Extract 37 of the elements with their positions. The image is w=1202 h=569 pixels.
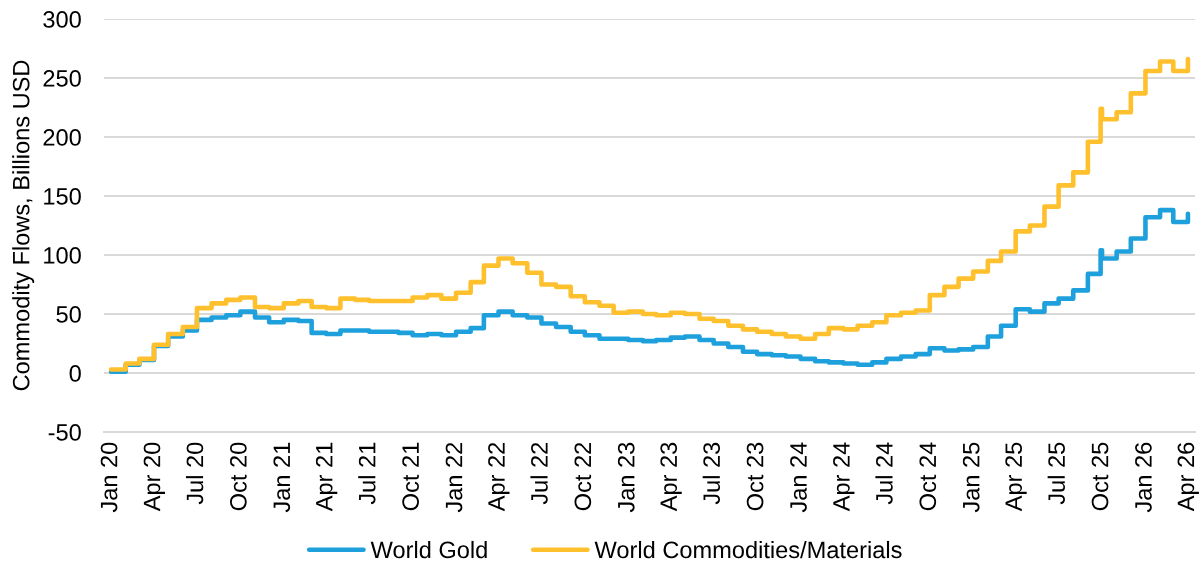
- y-axis-title: Commodity Flows, Billions USD: [12, 60, 35, 391]
- legend-label: World Commodities/Materials: [594, 540, 902, 559]
- y-tick-label: 100: [44, 247, 81, 264]
- y-tick-label: -50: [48, 424, 81, 441]
- x-tick-label: Jan 26: [1135, 442, 1152, 513]
- x-tick-label: Apr 26: [1177, 442, 1199, 512]
- x-tick-label: Apr 21: [315, 442, 338, 512]
- x-tick-label: Oct 23: [746, 442, 764, 511]
- x-tick-label: Jul 25: [1047, 442, 1065, 505]
- x-tick-label: Jan 24: [790, 442, 807, 513]
- y-tick-label: 300: [43, 11, 81, 28]
- legend-label: World Gold: [370, 540, 487, 559]
- x-tick-label: Jul 22: [530, 442, 548, 505]
- x-tick-label: Apr 23: [660, 442, 682, 512]
- x-tick-label: Apr 20: [143, 442, 166, 512]
- x-tick-label: Oct 22: [574, 442, 592, 511]
- x-tick-label: Jan 21: [273, 442, 291, 513]
- x-tick-label: Apr 24: [833, 442, 855, 512]
- x-tick-label: Apr 22: [488, 442, 510, 512]
- x-tick-label: Jul 23: [702, 442, 721, 505]
- y-tick-label: 150: [44, 188, 81, 205]
- y-tick-label: 50: [56, 306, 81, 323]
- y-tick-label: 250: [43, 70, 81, 87]
- y-tick-label: 0: [69, 365, 81, 382]
- x-tick-label: Jul 21: [358, 442, 376, 505]
- x-tick-label: Apr 25: [1005, 442, 1027, 512]
- x-tick-label: Oct 21: [402, 442, 419, 511]
- x-tick-label: Jul 24: [875, 442, 893, 505]
- x-tick-label: Oct 25: [1091, 442, 1109, 511]
- x-tick-label: Jan 25: [962, 442, 980, 513]
- x-tick-label: Oct 20: [229, 442, 247, 511]
- x-tick-label: Jan 20: [100, 442, 118, 513]
- x-tick-label: Jul 20: [185, 442, 204, 505]
- x-tick-label: Jan 22: [445, 442, 463, 513]
- x-tick-label: Oct 24: [919, 442, 937, 511]
- y-tick-label: 200: [43, 129, 81, 146]
- x-tick-label: Jan 23: [617, 442, 635, 513]
